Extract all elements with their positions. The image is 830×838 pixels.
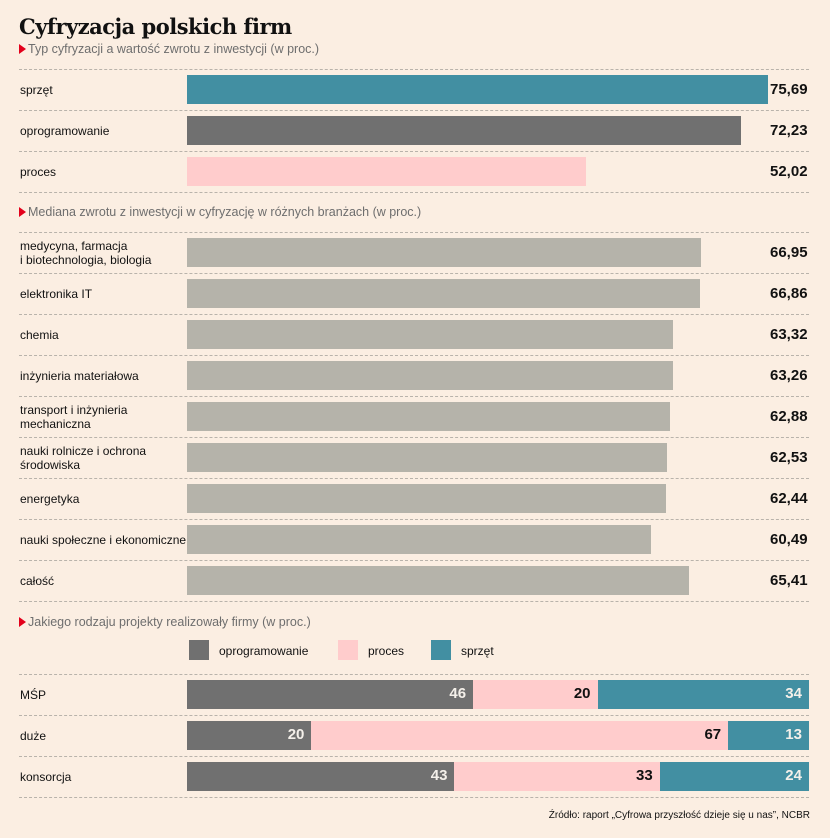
segment-value-label: 33: [636, 767, 653, 784]
row-label: duże: [20, 728, 47, 743]
divider: [19, 715, 809, 716]
legend-label: oprogramowanie: [219, 644, 309, 658]
row-label: nauki rolnicze i ochrona środowiska: [20, 443, 147, 472]
section-2-subtitle: Mediana zwrotu z inwestycji w cyfryzację…: [19, 205, 421, 219]
divider: [19, 355, 809, 356]
bar-industry: [187, 361, 673, 390]
segment-value-label: 20: [287, 726, 305, 743]
value-label: 63,32: [770, 326, 808, 343]
subtitle-text: Jakiego rodzaju projekty realizowały fir…: [28, 615, 311, 629]
row-label: inżynieria materiałowa: [20, 368, 139, 383]
divider: [19, 232, 809, 233]
divider: [19, 601, 809, 602]
divider: [19, 519, 809, 520]
value-label: 72,23: [770, 122, 808, 139]
section-marker-icon: [19, 207, 26, 217]
row-label: elektronika IT: [20, 286, 93, 301]
bar-industry: [187, 525, 652, 554]
row-label: całość: [20, 573, 55, 588]
value-label: 66,86: [770, 285, 808, 302]
value-label: 66,95: [770, 244, 808, 261]
row-label: proces: [20, 164, 57, 179]
row-label: medycyna, farmacja i biotechnologia, biol…: [20, 238, 152, 267]
segment-value-label: 20: [573, 685, 591, 702]
bar-industry: [187, 566, 690, 595]
legend-label: proces: [368, 644, 405, 658]
stack-segment-oprogramowanie: 46: [187, 680, 474, 709]
bar-industry: [187, 238, 701, 267]
segment-value-label: 43: [430, 767, 448, 784]
stack-segment-proces: 33: [454, 762, 660, 791]
row-label: sprzęt: [20, 82, 53, 97]
stack-segment-sprzęt: 13: [728, 721, 809, 750]
row-label: konsorcja: [20, 769, 72, 784]
row-label: oprogramowanie: [20, 123, 110, 138]
divider: [19, 396, 809, 397]
stack-segment-proces: 67: [311, 721, 729, 750]
legend-swatch-oprogramowanie: [189, 640, 209, 660]
divider: [19, 560, 809, 561]
subtitle-text: Mediana zwrotu z inwestycji w cyfryzację…: [28, 205, 422, 219]
stack-segment-proces: 20: [473, 680, 598, 709]
stack-segment-oprogramowanie: 20: [187, 721, 312, 750]
stack-segment-sprzęt: 34: [597, 680, 809, 709]
stack-segment-sprzęt: 24: [659, 762, 809, 791]
section-marker-icon: [19, 617, 26, 627]
divider: [19, 674, 809, 675]
bar-industry: [187, 484, 667, 513]
row-label: nauki społeczne i ekonomiczne: [20, 532, 187, 547]
legend-swatch-sprzęt: [431, 640, 451, 660]
divider: [19, 314, 809, 315]
value-label: 60,49: [770, 531, 808, 548]
row-label: energetyka: [20, 491, 80, 506]
divider: [19, 797, 809, 798]
bar-sprzet: [187, 75, 768, 104]
subtitle-text: Typ cyfryzacji a wartość zwrotu z inwest…: [28, 42, 320, 56]
stack-segment-oprogramowanie: 43: [187, 762, 455, 791]
value-label: 62,88: [770, 408, 808, 425]
segment-value-label: 67: [704, 726, 722, 743]
bar-industry: [187, 279, 701, 308]
bar-proces: [187, 157, 587, 186]
value-label: 62,44: [770, 490, 808, 507]
bar-industry: [187, 402, 670, 431]
legend-swatch-proces: [338, 640, 358, 660]
chart-title: Cyfryzacja polskich firm: [19, 14, 292, 39]
bar-oprogramowanie: [187, 116, 742, 145]
section-marker-icon: [19, 44, 26, 54]
source-note: Źródło: raport „Cyfrowa przyszłość dziej…: [548, 810, 810, 821]
value-label: 65,41: [770, 572, 808, 589]
bar-industry: [187, 320, 673, 349]
divider: [19, 69, 809, 70]
value-label: 63,26: [770, 367, 808, 384]
segment-value-label: 13: [785, 726, 802, 743]
row-label: MŚP: [20, 687, 47, 702]
bar-industry: [187, 443, 667, 472]
segment-value-label: 34: [785, 685, 802, 702]
legend-label: sprzęt: [461, 644, 494, 658]
divider: [19, 151, 809, 152]
row-label: chemia: [20, 327, 59, 342]
divider: [19, 273, 809, 274]
divider: [19, 756, 809, 757]
row-label: transport i inżynieria mechaniczna: [20, 402, 128, 431]
section-1-subtitle: Typ cyfryzacji a wartość zwrotu z inwest…: [19, 42, 319, 56]
segment-value-label: 24: [785, 767, 802, 784]
segment-value-label: 46: [449, 685, 467, 702]
value-label: 52,02: [770, 163, 808, 180]
divider: [19, 192, 809, 193]
value-label: 62,53: [770, 449, 808, 466]
section-3-subtitle: Jakiego rodzaju projekty realizowały fir…: [19, 615, 311, 629]
divider: [19, 110, 809, 111]
divider: [19, 478, 809, 479]
value-label: 75,69: [770, 81, 808, 98]
divider: [19, 437, 809, 438]
